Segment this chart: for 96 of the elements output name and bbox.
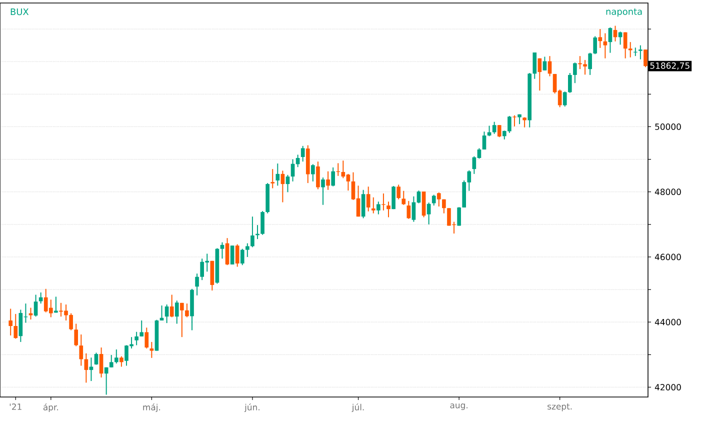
candlestick [598,28,602,48]
y-tick-label: 44000 [654,318,681,326]
candlestick [416,190,421,204]
y-tick-label: 46000 [654,254,681,260]
candlestick [316,161,320,190]
candlestick [326,170,330,190]
candlestick [164,304,169,324]
candlestick [442,198,446,214]
candlestick [538,58,542,92]
candlestick [220,242,224,260]
candlestick [8,308,13,336]
candlestick [331,166,335,187]
candlestick [492,121,496,134]
candlestick [432,194,436,206]
candlestick [382,192,386,211]
candlestick [497,124,502,138]
candlestick [134,331,138,346]
candlestick [623,32,628,59]
candlestick [412,196,416,222]
text: 51862,75 [650,62,690,70]
candlestick [250,216,254,248]
y-tick-label: 42000 [654,384,681,390]
candlestick [361,189,366,219]
candlestick [94,352,98,366]
candlestick [185,303,189,318]
candlestick [34,294,38,318]
candlestick [376,201,380,215]
candlestick [54,296,58,314]
text: naponta [606,8,642,17]
candlestick [512,114,516,127]
candlestick [608,26,612,54]
candlestick [270,168,275,189]
candlestick [366,186,370,212]
candlestick [174,300,179,324]
candlestick [457,206,461,226]
candlestick [542,56,547,71]
candlestick [74,323,78,347]
candlestick [246,242,250,258]
candlestick [99,346,104,378]
candlestick [144,327,149,349]
candlestick [276,163,280,186]
x-tick-label: ápr. [43,404,58,412]
candlestick [290,158,295,182]
candlestick [170,294,174,318]
candlestick [120,356,124,368]
candlestick [225,238,230,266]
candlestick [79,334,84,366]
chart-title: BUX [10,8,29,16]
y-tick-label: 50000 [655,124,681,130]
candlestick [140,320,144,337]
x-tick-label: szept. [548,404,572,412]
candlestick [562,91,567,108]
candlestick [578,56,582,70]
y-tick-label: 48000 [654,188,681,196]
candlestick [638,44,642,60]
candlestick [593,36,598,55]
candlestick [89,357,94,382]
candlestick [482,131,486,150]
candlestick [628,42,632,58]
candlestick [280,170,285,203]
candlestick [109,354,114,368]
candlestick [573,62,577,84]
candlestick [235,244,240,268]
candlestick [603,32,608,59]
candlestick [240,248,244,266]
x-tick-label: '21 [10,404,22,410]
candlestick [386,201,390,218]
candlestick [286,174,290,193]
candlestick [532,52,537,80]
x-tick-label: aug. [450,404,468,410]
candlestick [14,313,18,340]
candlestick [436,192,441,207]
x-tick-label: júl. [352,404,364,412]
candlestick [38,292,43,304]
candlestick [300,145,305,162]
candlestick [402,190,406,206]
candlestick [28,307,33,320]
candlestick [392,185,396,210]
candlestick [311,164,315,182]
candlestick [114,348,118,364]
candlestick [195,273,199,296]
candlestick [406,200,411,220]
candlestick [180,302,184,338]
candlestick [644,49,648,68]
candlestick [84,352,88,384]
x-tick-label: máj. [143,404,160,412]
x-tick-label: jún. [244,404,260,412]
candlestick [321,177,325,206]
candlestick [426,202,431,225]
candlestick [588,52,592,76]
candlestick [583,59,587,76]
candlestick [371,196,376,214]
candlestick [396,184,400,200]
candlestick [230,245,234,265]
candlestick [260,210,264,236]
candlestick [568,72,572,94]
